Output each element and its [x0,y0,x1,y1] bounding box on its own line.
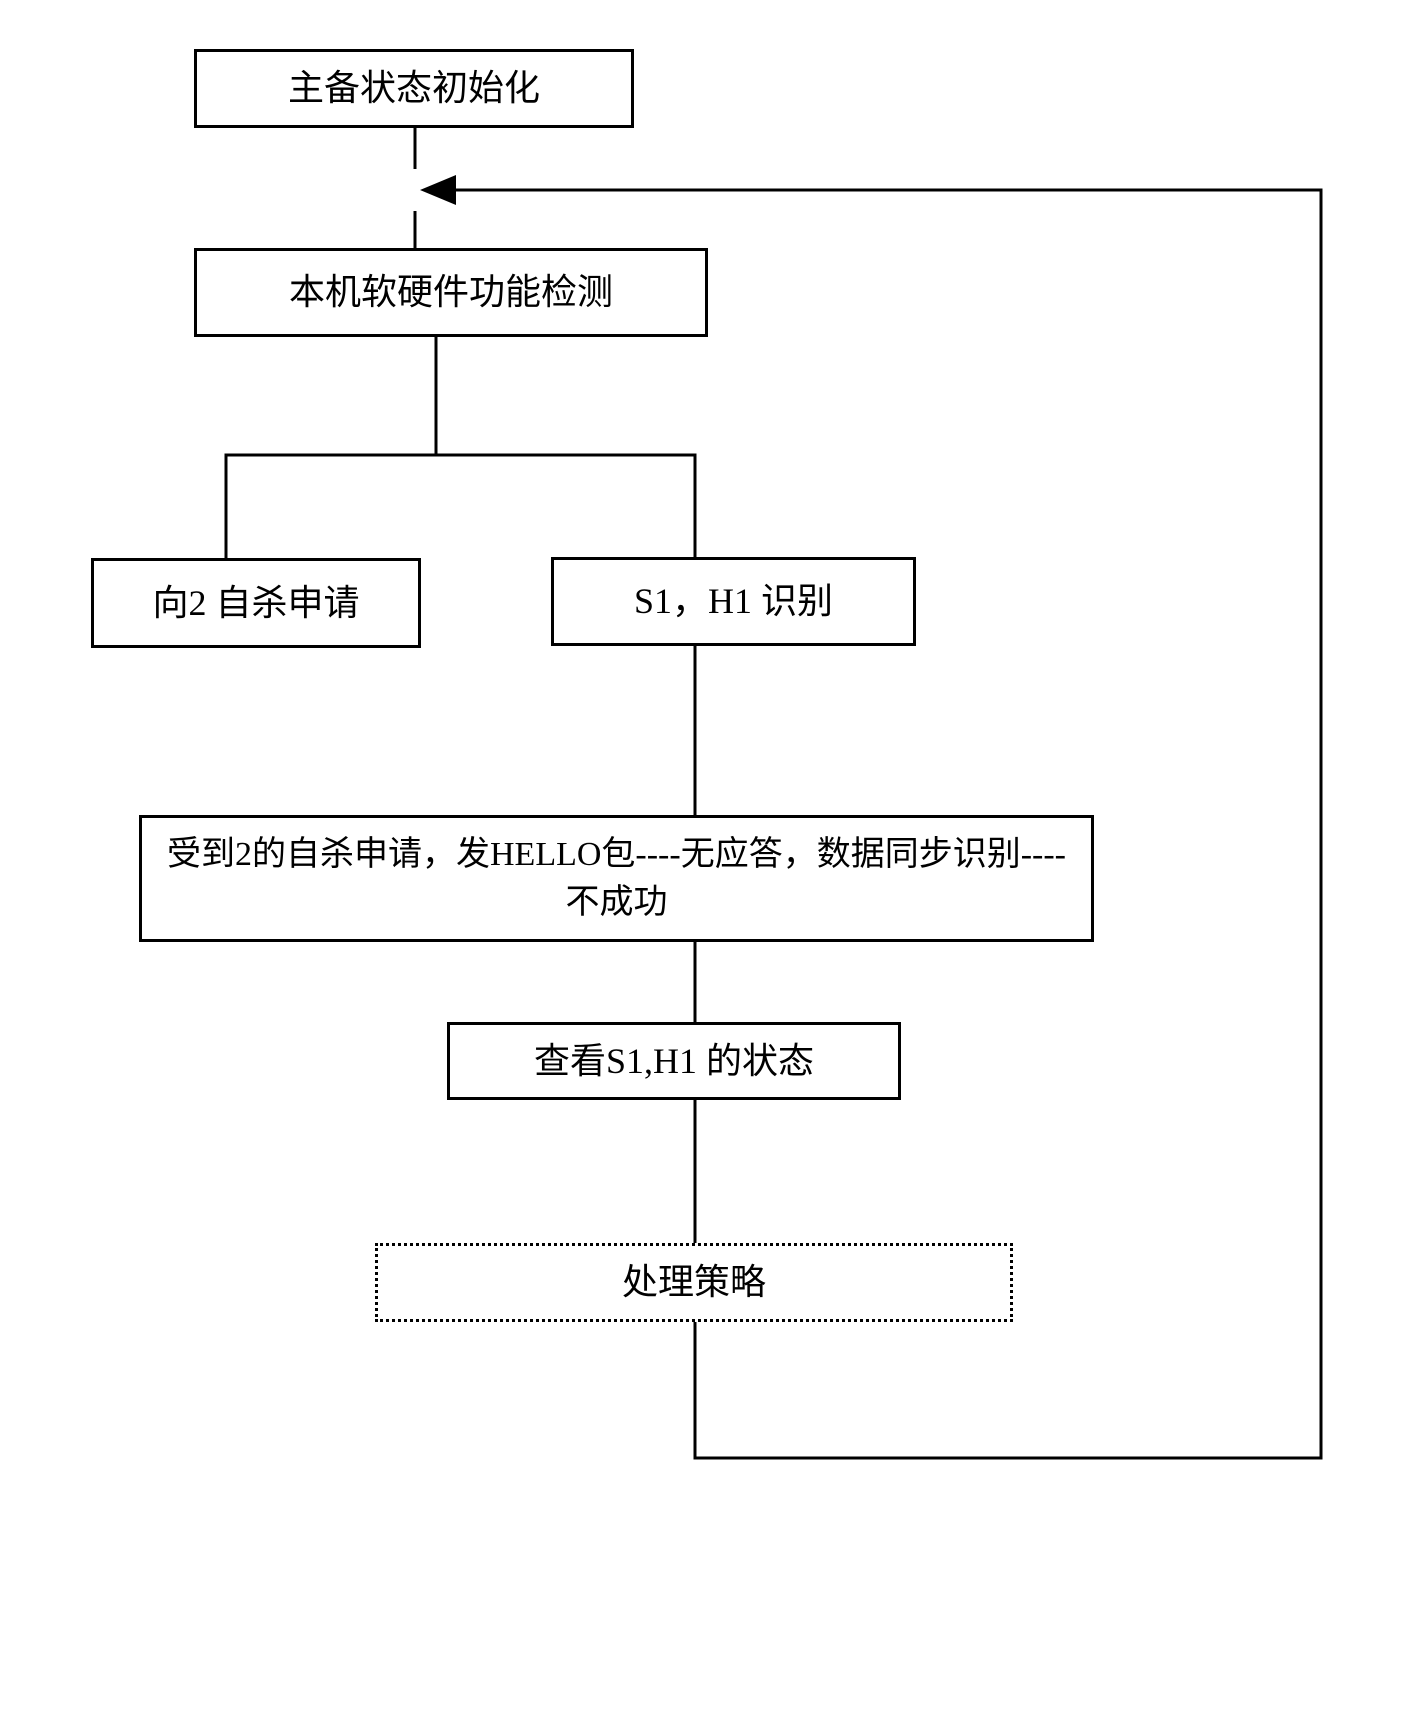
node-received-suicide: 受到2的自杀申请，发HELLO包----无应答，数据同步识别----不成功 [139,815,1094,942]
node-check-s1h1-label: 查看S1,H1 的状态 [534,1036,814,1086]
node-detect-label: 本机软硬件功能检测 [289,267,613,317]
node-detect: 本机软硬件功能检测 [194,248,708,337]
node-suicide-request-label: 向2 自杀申请 [152,578,359,628]
node-init-label: 主备状态初始化 [288,63,540,113]
node-s1h1-identify: S1，H1 识别 [551,557,916,646]
node-init: 主备状态初始化 [194,49,634,128]
node-suicide-request: 向2 自杀申请 [91,558,421,648]
node-strategy: 处理策略 [375,1243,1013,1322]
node-received-suicide-label: 受到2的自杀申请，发HELLO包----无应答，数据同步识别----不成功 [154,831,1079,926]
node-check-s1h1: 查看S1,H1 的状态 [447,1022,901,1100]
node-strategy-label: 处理策略 [622,1257,766,1307]
node-s1h1-identify-label: S1，H1 识别 [634,576,833,626]
